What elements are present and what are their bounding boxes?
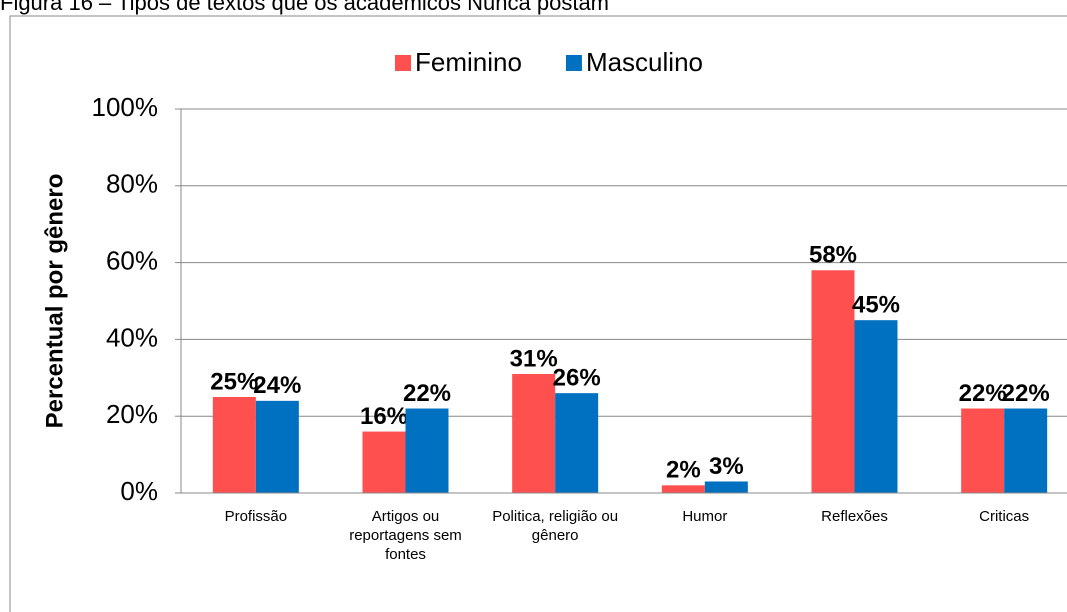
data-label: 22% xyxy=(1002,380,1050,407)
x-tick-label: Humor xyxy=(682,508,728,525)
data-label: 3% xyxy=(709,453,744,480)
data-label: 22% xyxy=(959,380,1007,407)
y-tick-label: 60% xyxy=(106,245,158,275)
data-label: 22% xyxy=(403,380,451,407)
y-tick-label: 40% xyxy=(106,322,158,352)
y-tick-label: 0% xyxy=(120,476,158,506)
data-label: 25% xyxy=(210,368,258,395)
legend-swatch xyxy=(395,55,411,71)
data-label: 31% xyxy=(510,345,558,372)
bar xyxy=(1004,408,1048,493)
bar xyxy=(661,485,705,493)
x-tick-label: Profissão xyxy=(224,508,288,525)
bar xyxy=(405,408,449,493)
chart-title: Figura 16 – Tipos de textos que os acadê… xyxy=(0,0,609,15)
x-tick-label: Politica, religião ou gênero xyxy=(492,508,619,544)
x-tick-label: Reflexões xyxy=(821,508,888,525)
bar xyxy=(512,373,556,493)
y-axis-label: Percentual por gênero xyxy=(41,174,68,429)
bar xyxy=(704,481,748,493)
data-label: 16% xyxy=(360,403,408,430)
y-tick-label: 20% xyxy=(106,399,158,429)
y-tick-label: 100% xyxy=(92,92,159,122)
data-label: 2% xyxy=(666,457,701,484)
bar xyxy=(212,397,256,493)
bar xyxy=(555,393,599,493)
legend-label: Masculino xyxy=(586,47,703,77)
bar xyxy=(811,270,855,493)
bar xyxy=(854,320,898,493)
data-label: 24% xyxy=(253,372,301,399)
x-tick-label: Criticas xyxy=(979,508,1030,525)
legend-label: Feminino xyxy=(415,47,522,77)
x-tick-label: Artigos ou reportagens sem fontes xyxy=(349,508,462,563)
bar xyxy=(961,408,1005,493)
bar xyxy=(362,431,406,493)
legend-swatch xyxy=(565,55,582,71)
data-label: 26% xyxy=(553,365,601,392)
y-tick-label: 80% xyxy=(106,169,158,199)
bar xyxy=(255,400,299,493)
data-label: 58% xyxy=(809,242,857,269)
data-label: 45% xyxy=(852,292,900,319)
chart-frame xyxy=(9,15,1067,612)
